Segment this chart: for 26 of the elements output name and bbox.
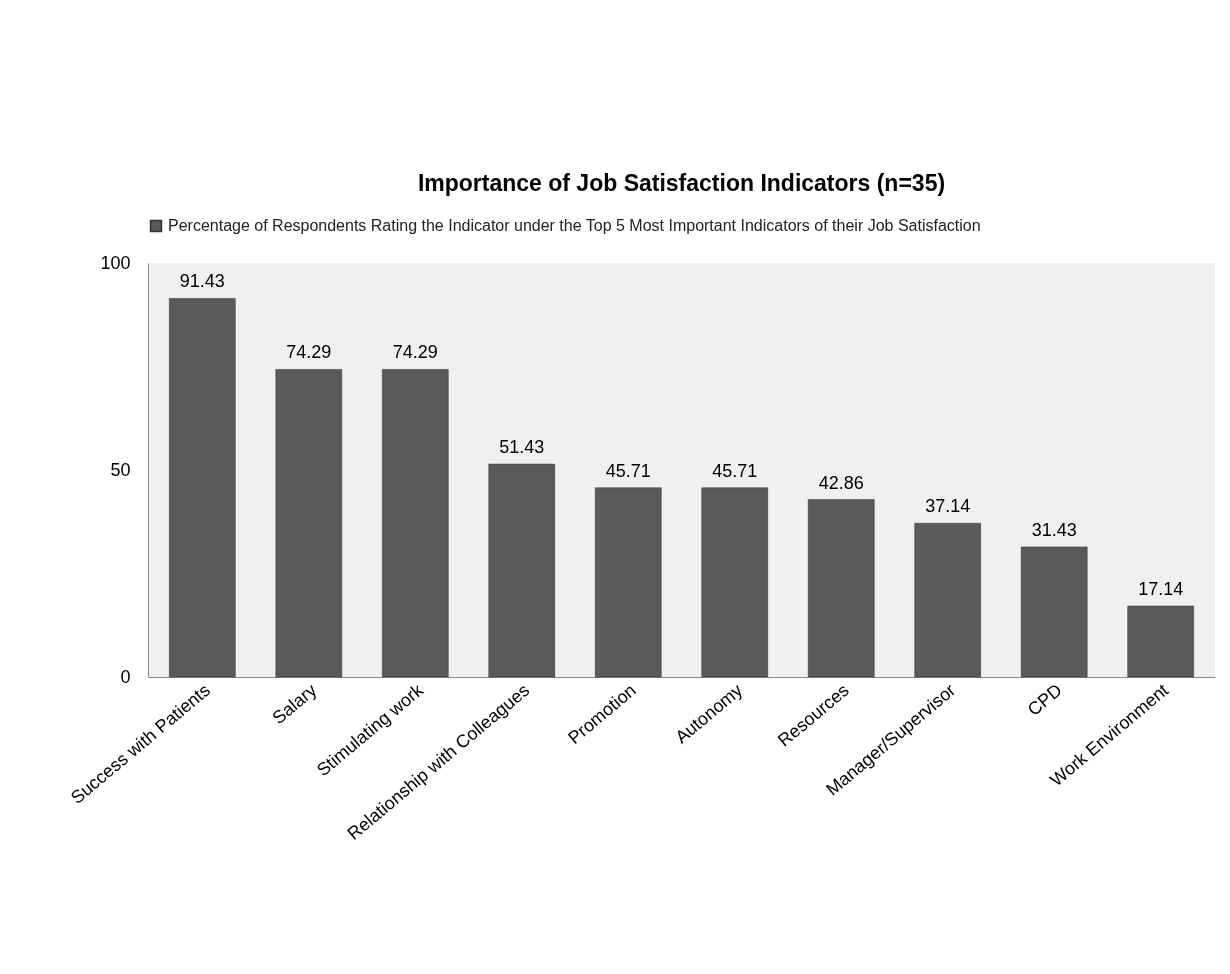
bar: [595, 487, 662, 678]
data-label: 91.43: [179, 271, 225, 292]
legend-label: Percentage of Respondents Rating the Indicator under the Top 5 Most Important Indicators of their Job Satisfaction: [168, 217, 981, 234]
bar: [275, 369, 343, 678]
data-label: 42.86: [818, 472, 864, 493]
bar: [914, 522, 981, 678]
y-tick-label: 100: [100, 252, 131, 273]
bar: [701, 487, 768, 678]
x-tick-label: CPD: [1023, 679, 1066, 720]
data-label: 37.14: [925, 496, 971, 517]
data-label: 74.29: [286, 342, 332, 363]
chart-title: Importance of Job Satisfaction Indicators (n=35): [417, 170, 946, 196]
data-label: 31.43: [1031, 519, 1077, 540]
data-label: 17.14: [1138, 579, 1184, 600]
bar: [488, 463, 556, 678]
y-tick-label: 0: [120, 666, 131, 687]
y-tick-label: 50: [110, 459, 131, 480]
data-label: 74.29: [392, 342, 438, 363]
bar: [807, 499, 875, 678]
bar: [1020, 546, 1088, 678]
data-label: 45.71: [605, 460, 651, 481]
bar: [382, 369, 449, 678]
bar: [169, 298, 236, 678]
data-label: 51.43: [499, 437, 545, 458]
data-label: 45.71: [712, 460, 758, 481]
bar: [1127, 605, 1194, 678]
